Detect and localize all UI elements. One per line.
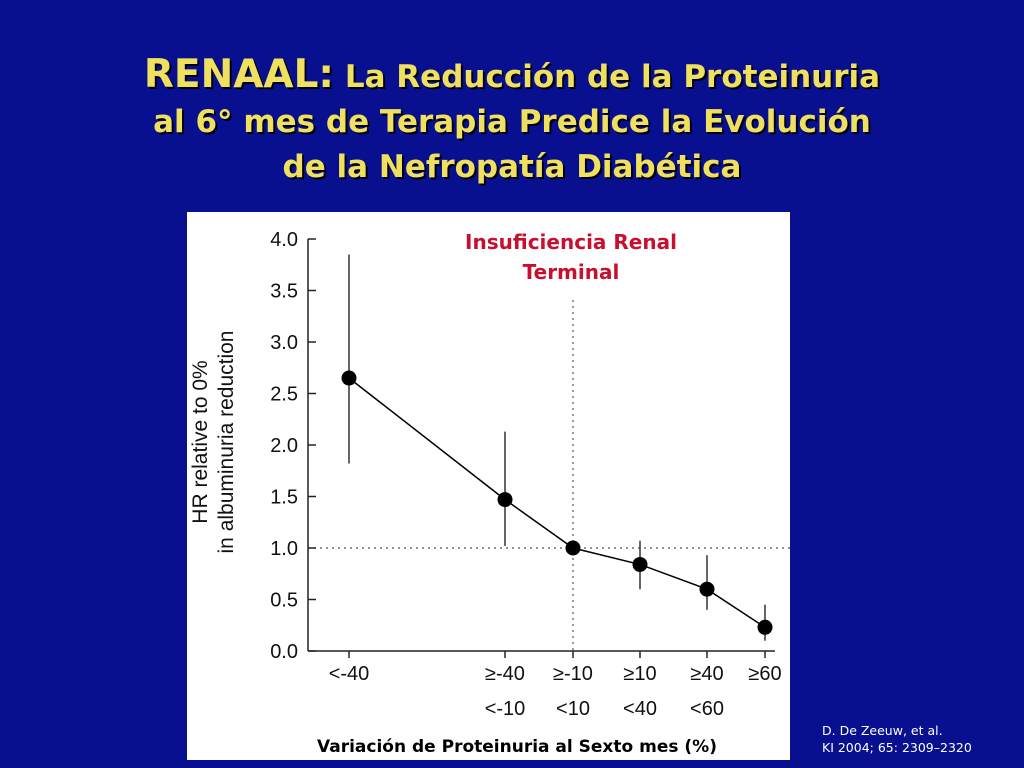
citation-author: D. De Zeeuw, et al. [822,723,943,738]
y-tick-label: 3.0 [270,332,298,354]
citation-reference: KI 2004; 65: 2309–2320 [822,740,972,755]
y-tick-label: 3.5 [270,281,298,303]
y-tick-label: 1.5 [270,487,298,509]
y-tick-label: 4.0 [270,229,298,251]
x-tick-label: ≥60 [748,663,781,685]
x-tick-label: ≥-10 [553,663,593,685]
title-rest: La Reducción de la Proteinuria [344,59,881,95]
y-tick-label: 0.5 [270,590,298,612]
slide-title: RENAAL: La Reducción de la Proteinuria a… [0,52,1024,190]
x-tick-label: ≥10 [623,663,656,685]
y-tick-label: 1.0 [270,538,298,560]
y-tick-label: 2.0 [270,435,298,457]
x-tick-label-line-2: <60 [690,698,724,720]
annotation-line-2: Terminal [523,260,620,284]
data-point [341,370,357,386]
data-point [632,556,648,572]
x-tick-label-line-2: <10 [556,698,590,720]
x-tick-label-line-2: <-10 [485,698,526,720]
data-point [497,492,513,508]
hazard-ratio-chart: 0.0 0.5 1.0 1.5 2.0 2.5 3.0 3.5 4.0 <-40 ≥-40 <-10… [189,229,790,757]
y-tick-label: 0.0 [270,641,298,663]
chart-panel: 0.0 0.5 1.0 1.5 2.0 2.5 3.0 3.5 4.0 <-40 ≥-40 <-10… [187,212,790,760]
x-axis-title: Variación de Proteinuria al Sexto mes (%… [317,737,717,757]
series-line [348,377,766,628]
citation: D. De Zeeuw, et al. KI 2004; 65: 2309–23… [822,722,1022,756]
annotation-line-1: Insuficiencia Renal [465,230,677,254]
data-point [699,581,715,597]
title-main: RENAAL: [143,52,335,97]
x-tick-label: ≥-40 [485,663,525,685]
x-tick-label: ≥40 [690,663,723,685]
x-tick-label: <-40 [329,663,370,685]
y-axis-label-line-2: in albuminuria reduction [215,331,238,554]
title-line-3: de la Nefropatía Diabética [282,149,742,185]
y-axis-label-line-1: HR relative to 0% [189,360,212,523]
data-point [757,619,773,635]
title-line-2: al 6° mes de Terapia Predice la Evolució… [153,104,871,140]
y-tick-label: 2.5 [270,384,298,406]
x-tick-label-line-2: <40 [623,698,657,720]
data-point [565,540,581,556]
